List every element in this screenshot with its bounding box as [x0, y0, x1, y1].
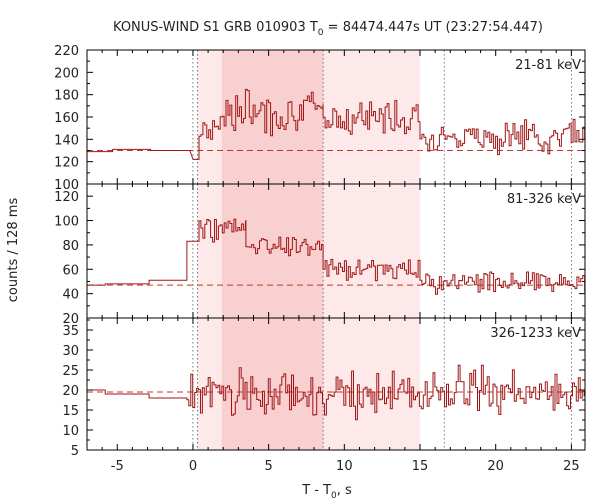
y-tick-label: 10	[62, 424, 79, 439]
panel-1: 100 120 140 160 180 200 220 21-81 keV	[54, 44, 586, 193]
light-curve-series	[87, 364, 585, 421]
y-tick-label: 20	[62, 384, 79, 399]
y-tick-label: 120	[54, 156, 79, 171]
y-tick-label: 220	[54, 44, 79, 59]
panel-frame	[86, 317, 586, 451]
y-tick-label: 100	[54, 215, 79, 230]
x-tick-label: 10	[336, 459, 353, 474]
y-tick-label: 20	[62, 312, 79, 327]
y-tick-label: 25	[62, 364, 79, 379]
panel-2: 20 40 60 80 100 120 81-326 keV	[54, 183, 586, 327]
y-tick-label: 5	[71, 444, 79, 459]
y-tick-label: 80	[62, 239, 79, 254]
band-label: 21-81 keV	[515, 58, 581, 73]
y-tick-label: 100	[54, 178, 79, 193]
y-tick-label: 30	[62, 344, 79, 359]
chart-title: KONUS-WIND S1 GRB 010903 T0 = 84474.447s…	[113, 20, 543, 38]
y-tick-label: 120	[54, 190, 79, 205]
y-tick-label: 180	[54, 89, 79, 104]
y-tick-label: 200	[54, 66, 79, 81]
light-curve-series	[87, 88, 586, 160]
x-tick-label: 0	[189, 459, 197, 474]
y-tick-label: 140	[54, 133, 79, 148]
shaded-interval-2	[221, 318, 324, 450]
light-curve-series	[87, 218, 586, 295]
panel-3: 5 10 15 20 25 30 35 326-1233 keV	[62, 317, 586, 459]
y-tick-label: 35	[62, 324, 79, 339]
y-tick-label: 60	[62, 263, 79, 278]
y-tick-label: 15	[62, 404, 79, 419]
x-tick-label: 20	[487, 459, 504, 474]
y-tick-label: 40	[62, 288, 79, 303]
x-tick-label: 5	[265, 459, 273, 474]
x-tick-label: 15	[412, 459, 429, 474]
x-tick-label: 25	[563, 459, 580, 474]
y-tick-label: 160	[54, 111, 79, 126]
y-axis-label: counts / 128 ms	[6, 198, 21, 303]
x-axis-label: T - T0, s	[301, 483, 352, 500]
band-label: 81-326 keV	[507, 192, 581, 207]
x-tick-label: -5	[111, 459, 124, 474]
band-label: 326-1233 keV	[490, 326, 581, 341]
shaded-interval-2	[221, 184, 324, 318]
